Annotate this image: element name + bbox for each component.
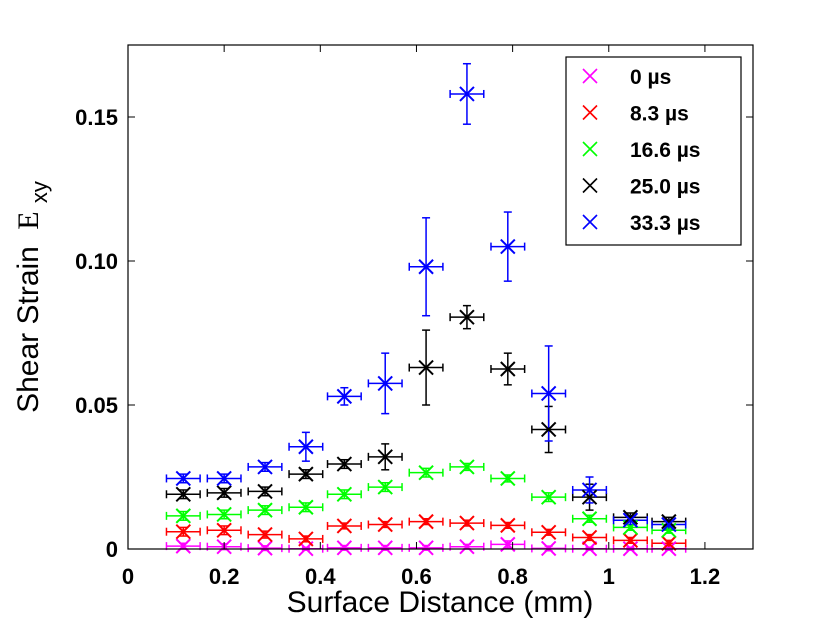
data-point — [418, 540, 434, 556]
data-point — [336, 456, 353, 472]
error-bar — [408, 217, 444, 317]
data-point — [175, 508, 191, 524]
legend-label: 33.3 µs — [630, 212, 701, 235]
data-point — [661, 535, 677, 551]
data-point — [459, 538, 475, 555]
data-point — [581, 529, 598, 546]
y-axis-label-subscript: xy — [27, 181, 52, 203]
data-point — [298, 531, 314, 547]
legend-marker — [582, 68, 598, 84]
legend-item: 16.6 µs — [582, 139, 701, 162]
y-axis-label-symbol: E — [12, 211, 45, 229]
data-point — [175, 524, 191, 540]
data-point — [459, 86, 475, 102]
marker-layer — [175, 86, 677, 557]
x-tick-label: 0.4 — [305, 564, 336, 589]
y-tick-label: 0.10 — [75, 249, 118, 274]
legend-marker — [582, 177, 598, 194]
data-point — [500, 238, 516, 255]
data-point — [581, 511, 598, 527]
data-point — [540, 385, 557, 402]
data-point — [661, 513, 677, 530]
error-bar — [449, 304, 485, 330]
data-point — [216, 522, 232, 538]
data-point — [175, 538, 191, 554]
data-point — [500, 470, 516, 487]
data-point — [336, 540, 353, 556]
data-point — [216, 485, 232, 501]
data-point — [459, 515, 475, 531]
data-point — [540, 524, 557, 541]
data-point — [622, 509, 639, 526]
data-point — [377, 375, 393, 392]
data-point — [661, 516, 677, 533]
legend-marker — [582, 141, 598, 157]
data-point — [257, 526, 273, 543]
y-tick-label: 0 — [106, 537, 118, 562]
y-tick-label: 0.15 — [75, 105, 118, 130]
data-point — [377, 479, 393, 495]
data-point — [336, 486, 353, 502]
data-point — [298, 499, 314, 515]
x-tick-label: 1 — [603, 564, 615, 589]
data-point — [216, 470, 232, 487]
legend-marker — [582, 214, 598, 230]
legend-item: 8.3 µs — [582, 103, 689, 126]
x-tick-label: 0.6 — [401, 564, 432, 589]
data-point — [581, 489, 598, 505]
data-point — [336, 518, 353, 534]
data-point — [581, 482, 598, 498]
data-point — [418, 464, 434, 481]
x-tick-label: 0 — [122, 564, 134, 589]
data-point — [175, 486, 191, 502]
x-tick-label: 1.2 — [690, 564, 721, 589]
legend-label: 8.3 µs — [630, 103, 689, 126]
x-tick-label: 0.8 — [497, 564, 528, 589]
x-tick-label: 0.2 — [209, 564, 240, 589]
data-point — [540, 489, 557, 505]
data-point — [377, 540, 393, 556]
data-point — [418, 513, 434, 530]
error-bar — [612, 536, 648, 545]
tick-label-layer: 0 0.2 0.4 0.6 0.8 1 1.2 0 0.05 0.10 0.15 — [75, 105, 720, 589]
y-axis-label-text: Shear Strain — [12, 246, 45, 413]
data-point — [418, 259, 434, 275]
legend-item: 0 µs — [582, 66, 671, 89]
data-point — [298, 466, 314, 482]
y-tick-label: 0.05 — [75, 393, 118, 418]
legend-box — [565, 56, 742, 246]
data-point — [298, 439, 314, 455]
error-bar — [288, 469, 324, 480]
data-point — [418, 359, 434, 376]
data-point — [257, 459, 273, 475]
legend-item: 33.3 µs — [582, 212, 701, 235]
data-point — [175, 470, 191, 487]
data-point — [257, 502, 273, 518]
x-axis-label: Surface Distance (mm) — [287, 586, 594, 619]
legend-items: 0 µs 8.3 µs 16.6 µs 25.0 µs 33.3 µs — [582, 66, 701, 235]
data-point — [500, 517, 516, 534]
data-point — [622, 512, 639, 528]
data-point — [377, 449, 393, 465]
legend: 0 µs 8.3 µs 16.6 µs 25.0 µs 33.3 µs — [565, 56, 742, 246]
data-point — [257, 540, 273, 556]
data-point — [216, 506, 232, 523]
data-point — [459, 309, 475, 325]
data-point — [459, 459, 475, 475]
plot-area-frame — [127, 44, 754, 550]
data-point — [257, 483, 273, 500]
data-point — [540, 421, 557, 438]
data-point — [622, 532, 639, 549]
legend-label: 0 µs — [630, 66, 671, 89]
y-axis-label: Shear Strain E xy — [12, 181, 52, 413]
legend-label: 16.6 µs — [630, 139, 701, 162]
data-point — [336, 388, 353, 405]
legend-marker — [582, 104, 598, 121]
data-point — [500, 361, 516, 377]
legend-item: 25.0 µs — [582, 176, 701, 199]
legend-label: 25.0 µs — [630, 176, 701, 199]
data-point — [377, 516, 393, 533]
tick-layer — [127, 45, 753, 550]
